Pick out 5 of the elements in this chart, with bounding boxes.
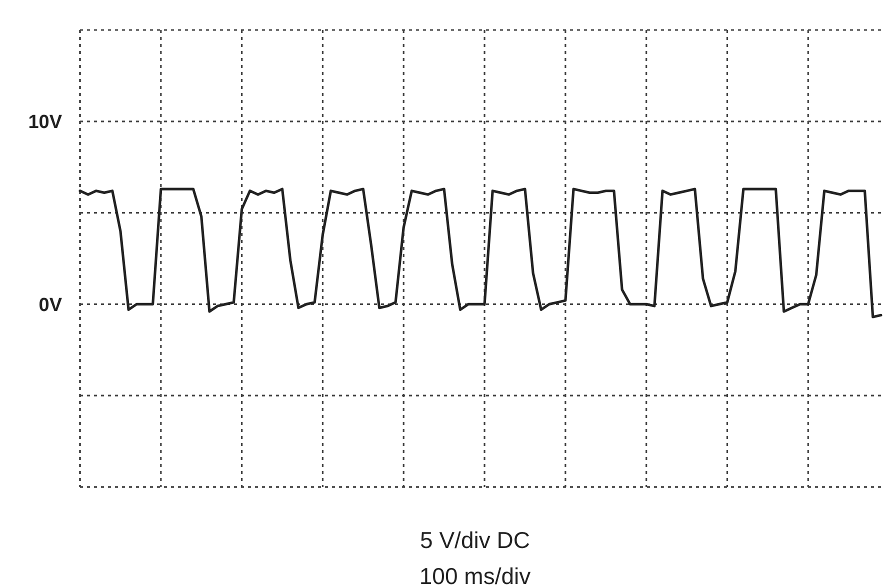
text: 5 V/div DC (420, 527, 530, 553)
y-tick-label: 10V (28, 112, 62, 134)
line-series (78, 188, 882, 318)
y-tick-label: 0V (38, 294, 62, 316)
text: 100 ms/div (419, 563, 532, 588)
